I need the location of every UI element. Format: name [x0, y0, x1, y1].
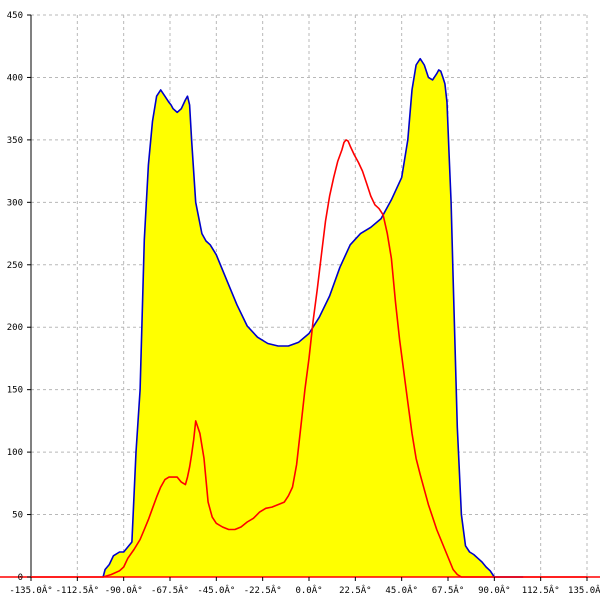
y-tick-label: 100 — [7, 448, 23, 458]
series-area-layer — [103, 58, 524, 577]
y-tick-label: 200 — [7, 323, 23, 333]
x-tick-label: 45.0Â° — [385, 584, 418, 596]
y-tick-label: 0 — [18, 573, 23, 583]
y-tick-label: 250 — [7, 261, 23, 271]
x-tick-label: -67.5Â° — [151, 584, 189, 596]
y-tick-label: 400 — [7, 73, 23, 83]
series-1-line — [102, 57, 524, 578]
y-tick-label: 150 — [7, 386, 23, 396]
x-tick-label: 22.5Â° — [339, 584, 372, 596]
x-tick-label: -45.0Â° — [197, 584, 235, 596]
series-2-line — [31, 139, 587, 578]
y-tick-label: 350 — [7, 136, 23, 146]
y-tick-label: 300 — [7, 198, 23, 208]
x-tick-label: 67.5Â° — [432, 584, 465, 596]
x-tick-label: -112.5Â° — [56, 584, 99, 596]
x-tick-label: 112.5Â° — [522, 584, 560, 596]
x-tick-label: 0.0Â° — [295, 584, 322, 596]
x-tick-label: -135.0Â° — [9, 584, 52, 596]
series-1-area — [103, 58, 524, 577]
series-line-layer — [31, 57, 587, 578]
tick-labels: -135.0Â° -112.5Â° -90.0Â° -67.5Â° -45.0Â° -22… — [7, 11, 600, 596]
x-tick-label: 90.0Â° — [478, 584, 511, 596]
x-tick-label: 135.0Â° — [568, 584, 600, 596]
y-tick-label: 450 — [7, 11, 23, 21]
y-tick-label: 50 — [12, 511, 23, 521]
x-tick-label: -22.5Â° — [244, 584, 282, 596]
x-tick-label: -90.0Â° — [105, 584, 143, 596]
